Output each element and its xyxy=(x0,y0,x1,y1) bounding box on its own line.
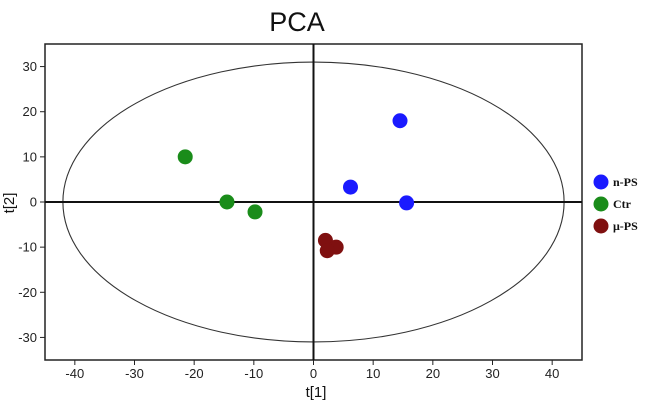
legend-marker xyxy=(593,196,609,212)
legend-label: μ-PS xyxy=(613,219,638,233)
legend: n-PS Ctr μ-PS xyxy=(593,174,638,234)
chart-title: PCA xyxy=(269,7,325,37)
y-axis-label: t[2] xyxy=(1,193,18,214)
x-tick-label: -20 xyxy=(185,366,204,381)
legend-marker xyxy=(593,218,609,234)
data-point xyxy=(177,149,193,165)
data-point xyxy=(219,194,235,210)
x-tick-label: 40 xyxy=(545,366,559,381)
y-tick-label: -20 xyxy=(18,285,37,300)
x-tick-label: 20 xyxy=(426,366,440,381)
x-tick-label: -10 xyxy=(244,366,263,381)
points-layer xyxy=(177,113,415,259)
data-point xyxy=(399,195,415,211)
x-tick-label: 0 xyxy=(310,366,317,381)
data-point xyxy=(392,113,408,129)
data-point xyxy=(319,243,335,259)
data-point xyxy=(342,179,358,195)
legend-label: Ctr xyxy=(613,197,632,211)
y-tick-label: -10 xyxy=(18,240,37,255)
x-axis-label: t[1] xyxy=(306,384,327,401)
y-tick-label: 20 xyxy=(23,104,37,119)
axes-layer: -40 -30 -20 -10 0 10 20 30 40 -30 -20 -10 0 10 20 30 xyxy=(18,43,583,381)
y-tick-label: 10 xyxy=(23,149,37,164)
y-tick-label: -30 xyxy=(18,330,37,345)
x-tick-label: 10 xyxy=(366,366,380,381)
x-tick-label: -40 xyxy=(65,366,84,381)
x-tick-label: -30 xyxy=(125,366,144,381)
legend-marker xyxy=(593,174,609,190)
x-tick-label: 30 xyxy=(485,366,499,381)
y-tick-label: 0 xyxy=(30,195,37,210)
y-tick-label: 30 xyxy=(23,59,37,74)
legend-label: n-PS xyxy=(613,175,638,189)
data-point xyxy=(247,204,263,220)
